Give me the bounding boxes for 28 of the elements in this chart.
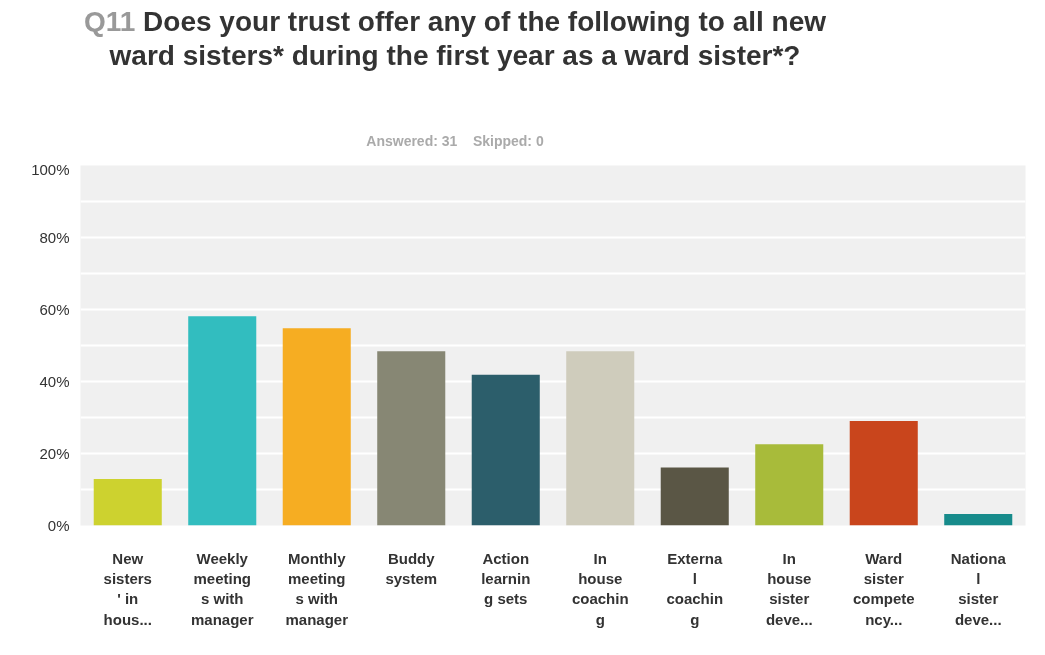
bar [471,374,540,526]
x-tick-label: In house sister deve... [765,549,813,628]
bar [188,316,257,526]
y-tick-label: 80% [39,229,70,246]
x-tick-label: In house coaching [571,549,629,628]
x-tick-label: New sisters' in hous... [103,549,152,628]
bar [566,351,635,526]
y-tick-label: 60% [39,301,70,318]
bar [93,479,162,526]
bar [282,328,351,526]
y-tick-label: 0% [47,517,70,534]
bar [377,351,446,526]
x-tick-label: Weekly meetings with manager [190,549,254,628]
chart-title: Q11 Does your trust offer any of the following to all new ward sisters* during the first year as a ward sister*? [82,5,828,73]
bar [660,467,729,526]
bar [755,444,824,526]
bar [944,513,1013,526]
x-tick-label: National sister deve... [950,549,1007,628]
bar [849,421,918,526]
x-tick-label: External coaching [666,549,724,628]
x-tick-label: Action learning sets [481,549,531,608]
x-tick-label: Buddy system [385,549,438,587]
x-tick-label: Ward sister competency... [852,549,915,628]
y-tick-label: 40% [39,373,70,390]
y-tick-label: 20% [39,445,70,462]
x-tick-label: Monthly meetings with manager [285,549,349,628]
y-tick-label: 100% [31,160,70,178]
chart-subtitle: Answered: 31 Skipped: 0 [365,132,545,151]
